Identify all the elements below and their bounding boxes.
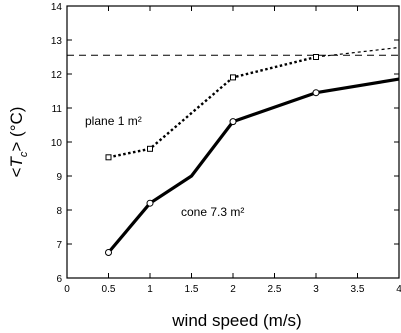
data-point-plane (313, 54, 319, 60)
x-tick-label: 1 (147, 284, 153, 295)
x-axis-label: wind speed (m/s) (171, 311, 301, 330)
x-tick-label: 0.5 (102, 284, 116, 295)
x-tick-label: 1.5 (185, 284, 199, 295)
data-point-plane (147, 145, 153, 152)
y-tick-label: 12 (51, 70, 63, 81)
y-tick-label: 8 (56, 206, 62, 217)
y-tick-label: 7 (56, 240, 62, 251)
series-line-plane (108, 55, 317, 159)
plot-frame (66, 5, 400, 279)
y-ticks: 6 7 8 9 10 11 12 13 14 (51, 2, 399, 285)
x-tick-label: 0 (64, 284, 70, 295)
y-label-prefix: < (7, 167, 26, 177)
data-point-cone (312, 89, 320, 97)
y-axis-label: <Tc> (°C) (7, 107, 30, 178)
series-label-plane: plane 1 m² (85, 114, 142, 128)
y-tick-label: 6 (56, 274, 62, 285)
data-point-plane (105, 154, 112, 161)
y-tick-label: 13 (51, 36, 63, 47)
x-tick-label: 3 (313, 284, 319, 295)
x-tick-label: 2 (230, 284, 236, 295)
x-tick-label: 2.5 (268, 284, 282, 295)
y-label-subscript: c (18, 151, 30, 157)
series-layer (105, 46, 400, 256)
y-tick-label: 9 (56, 172, 62, 183)
y-tick-label: 14 (51, 2, 63, 13)
x-ticks: 0 0.5 1 1.5 2 2.5 3 3.5 4 (64, 6, 401, 295)
data-point-cone (146, 199, 154, 207)
y-tick-label: 11 (52, 104, 63, 115)
y-label-suffix: > (°C) (7, 107, 26, 152)
series-label-cone: cone 7.3 m² (181, 205, 244, 219)
y-label-symbol: T (7, 156, 26, 168)
series-line-plane-extension (315, 46, 400, 58)
data-point-cone (105, 249, 112, 256)
y-tick-label: 10 (51, 138, 63, 149)
data-point-plane (230, 74, 236, 81)
x-tick-label: 3.5 (351, 284, 365, 295)
data-point-cone (229, 118, 237, 126)
series-line-cone (107, 77, 400, 254)
x-tick-label: 4 (396, 284, 401, 295)
